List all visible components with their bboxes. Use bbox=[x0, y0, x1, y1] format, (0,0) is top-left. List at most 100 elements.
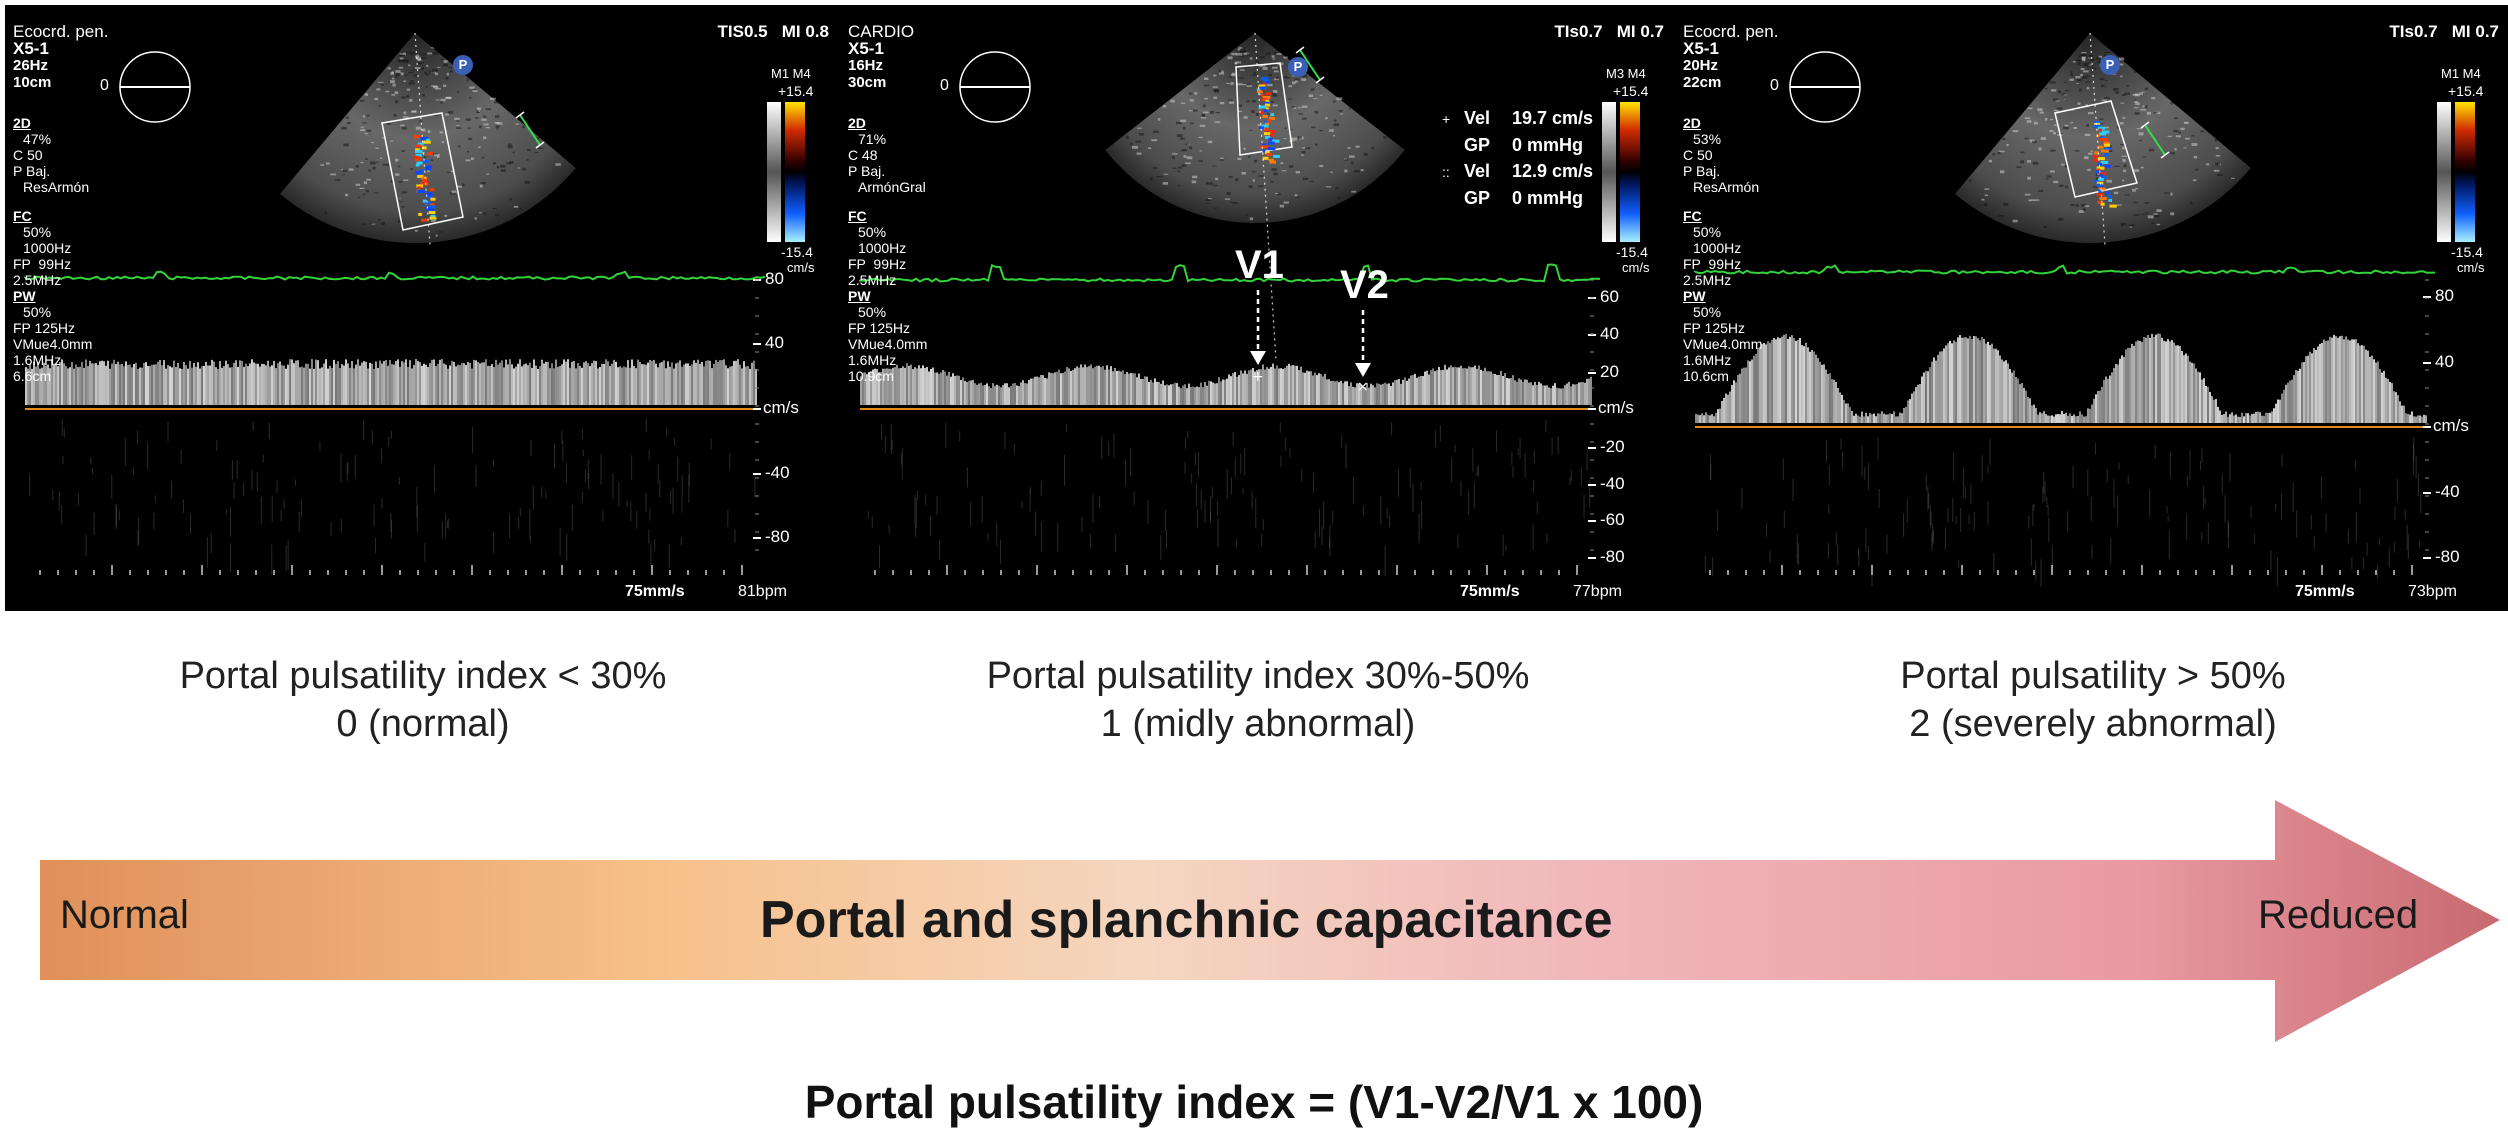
measurement-value: 12.9 cm/s bbox=[1512, 161, 1594, 181]
params-2d-line: C 50 bbox=[13, 147, 43, 163]
header-left-line: 10cm bbox=[13, 74, 52, 91]
header-right-label: TIs0.7 MI 0.7 bbox=[2389, 22, 2499, 41]
params-pw-line: PW bbox=[1683, 288, 1706, 304]
doppler-spectrum bbox=[25, 359, 757, 405]
params-2d-line: 2D bbox=[13, 115, 31, 131]
measurement-symbol: :: bbox=[1442, 164, 1450, 180]
params-2d-line: P Baj. bbox=[13, 163, 51, 179]
arrow-label-normal: Normal bbox=[60, 893, 189, 937]
velocity-tick-label: -40 bbox=[1600, 474, 1625, 493]
header-right-label: TIs0.7 MI 0.7 bbox=[1554, 22, 1664, 41]
params-2d-line: C 48 bbox=[848, 147, 878, 163]
velocity-tick-label: 20 bbox=[1600, 362, 1619, 381]
velocity-tick-label: 80 bbox=[2435, 286, 2454, 305]
params-fc-line: 1000Hz bbox=[1693, 240, 1742, 256]
params-pw-line: FP 125Hz bbox=[13, 320, 75, 336]
params-2d-line: 71% bbox=[858, 131, 887, 147]
caption-normal: Portal pulsatility index < 30% 0 (normal… bbox=[5, 652, 841, 748]
ultrasound-panel-normal: 0 P M1 M4 +15.4 -15.4 cm/s Ecocrd. pen. X5-1 26H… bbox=[5, 5, 841, 611]
svg-text:×: × bbox=[1357, 379, 1369, 395]
velocity-tick-label: 60 bbox=[1600, 287, 1619, 306]
measurement-symbol: + bbox=[1442, 111, 1451, 127]
params-fc-line: 2.5MHz bbox=[1683, 272, 1732, 288]
doppler-spectrum bbox=[860, 363, 1592, 405]
velocity-tick-label: -40 bbox=[2435, 482, 2460, 501]
measurement-row: :: Vel 12.9 cm/s bbox=[1442, 158, 1593, 185]
header-left-line: Ecocrd. pen. bbox=[1683, 22, 1779, 41]
measurement-value: 0 mmHg bbox=[1512, 135, 1584, 155]
params-pw-line: 50% bbox=[1693, 304, 1722, 320]
params-pw-line: 1.6MHz bbox=[848, 352, 897, 368]
params-pw-line: PW bbox=[13, 288, 36, 304]
velocity-tick-label: -20 bbox=[1600, 437, 1625, 456]
capacitance-arrow: Normal Portal and splanchnic capacitance… bbox=[0, 790, 2508, 1060]
velocity-tick-label: cm/s bbox=[763, 398, 799, 417]
header-left-block: Ecocrd. pen. X5-1 26Hz 10cm bbox=[13, 23, 108, 91]
header-left-line: X5-1 bbox=[848, 39, 884, 58]
params-pw: PW 50% FP 125Hz VMue4.0mm 1.6MHz 10.6cm bbox=[1683, 288, 1762, 384]
measurement-value: 0 mmHg bbox=[1512, 188, 1584, 208]
velocity-tick-label: 40 bbox=[2435, 352, 2454, 371]
ecg-trace bbox=[859, 263, 1601, 283]
params-pw-line: 1.6MHz bbox=[13, 352, 62, 368]
colorbar bbox=[785, 102, 805, 242]
ecg-trace bbox=[1694, 264, 2435, 275]
colorbar bbox=[2455, 102, 2475, 242]
params-fc-line: 1000Hz bbox=[858, 240, 907, 256]
params-pw-line: FP 125Hz bbox=[848, 320, 910, 336]
probe-logo-icon: P bbox=[2100, 55, 2120, 75]
params-fc-line: 50% bbox=[858, 224, 887, 240]
ultrasound-panel-mild: + × 0 P M3 M4 +15.4 -15.4 cm/s CARDIO X5-1 16Hz 30c… bbox=[840, 5, 1676, 611]
bmode-sector bbox=[1105, 33, 1405, 224]
params-fc-line: 2.5MHz bbox=[848, 272, 897, 288]
angle-marker bbox=[1299, 49, 1321, 81]
colorbar-mode-label: M1 M4 bbox=[2441, 66, 2481, 81]
params-2d-line: P Baj. bbox=[1683, 163, 1721, 179]
measurement-label: Vel bbox=[1464, 161, 1491, 181]
caption-mild-line2: 1 (midly abnormal) bbox=[1100, 703, 1416, 745]
velocity-tick-label: 40 bbox=[1600, 324, 1619, 343]
header-left-line: 22cm bbox=[1683, 74, 1722, 91]
caption-normal-line2: 0 (normal) bbox=[336, 703, 510, 745]
params-pw-line: 50% bbox=[858, 304, 887, 320]
params-pw-line: VMue4.0mm bbox=[1683, 336, 1763, 352]
params-pw: PW 50% FP 125Hz VMue4.0mm 1.6MHz 6.6cm bbox=[13, 288, 92, 384]
panel-graphics: +× bbox=[859, 32, 1640, 576]
probe-logo-icon: P bbox=[1288, 57, 1308, 77]
params-fc-line: FC bbox=[848, 208, 867, 224]
orientation-zero-label: 0 bbox=[100, 77, 109, 94]
doppler-roi-box bbox=[1235, 62, 1293, 156]
arrow-shape bbox=[40, 800, 2500, 1042]
svg-text:+: + bbox=[1252, 369, 1264, 385]
velocity-tick-label: 80 bbox=[765, 269, 784, 288]
header-left-line: CARDIO bbox=[848, 22, 915, 41]
params-pw-line: VMue4.0mm bbox=[13, 336, 93, 352]
params-pw-line: PW bbox=[848, 288, 871, 304]
measurement-row: GP 0 mmHg bbox=[1442, 132, 1593, 158]
params-fc: FC 50% 1000Hz FP 99Hz 2.5MHz bbox=[1683, 208, 1741, 288]
colorbar-min-label: -15.4 bbox=[781, 244, 813, 260]
angle-marker bbox=[519, 114, 541, 146]
params-2d: 2D 47% C 50 P Baj. ResArmón bbox=[13, 115, 89, 195]
colorbar-min-label: -15.4 bbox=[1616, 244, 1648, 260]
v1-label: V1 bbox=[1235, 243, 1284, 287]
params-fc-line: FC bbox=[1683, 208, 1702, 224]
header-left-line: 16Hz bbox=[848, 57, 884, 74]
velocity-tick-label: -60 bbox=[1600, 510, 1625, 529]
params-pw-line: 10.6cm bbox=[1683, 368, 1729, 384]
colorbar-mode-label: M1 M4 bbox=[771, 66, 811, 81]
probe-logo-icon: P bbox=[453, 55, 473, 75]
measurement-value: 19.7 cm/s bbox=[1512, 108, 1594, 128]
angle-marker bbox=[2144, 124, 2166, 156]
caption-severe: Portal pulsatility > 50% 2 (severely abn… bbox=[1675, 652, 2508, 748]
params-pw-line: 50% bbox=[23, 304, 52, 320]
arrow-label-reduced: Reduced bbox=[2258, 893, 2419, 937]
params-2d-line: 2D bbox=[1683, 115, 1701, 131]
header-left-line: 26Hz bbox=[13, 57, 49, 74]
formula: Portal pulsatility index = (V1-V2/V1 x 1… bbox=[804, 1076, 1704, 1128]
params-fc-line: 2.5MHz bbox=[13, 272, 62, 288]
panel-graphics bbox=[1694, 32, 2475, 587]
header-left-line: 20Hz bbox=[1683, 57, 1719, 74]
header-left-line: X5-1 bbox=[1683, 39, 1719, 58]
sweep-speed-label: 75mm/s bbox=[1460, 583, 1520, 600]
